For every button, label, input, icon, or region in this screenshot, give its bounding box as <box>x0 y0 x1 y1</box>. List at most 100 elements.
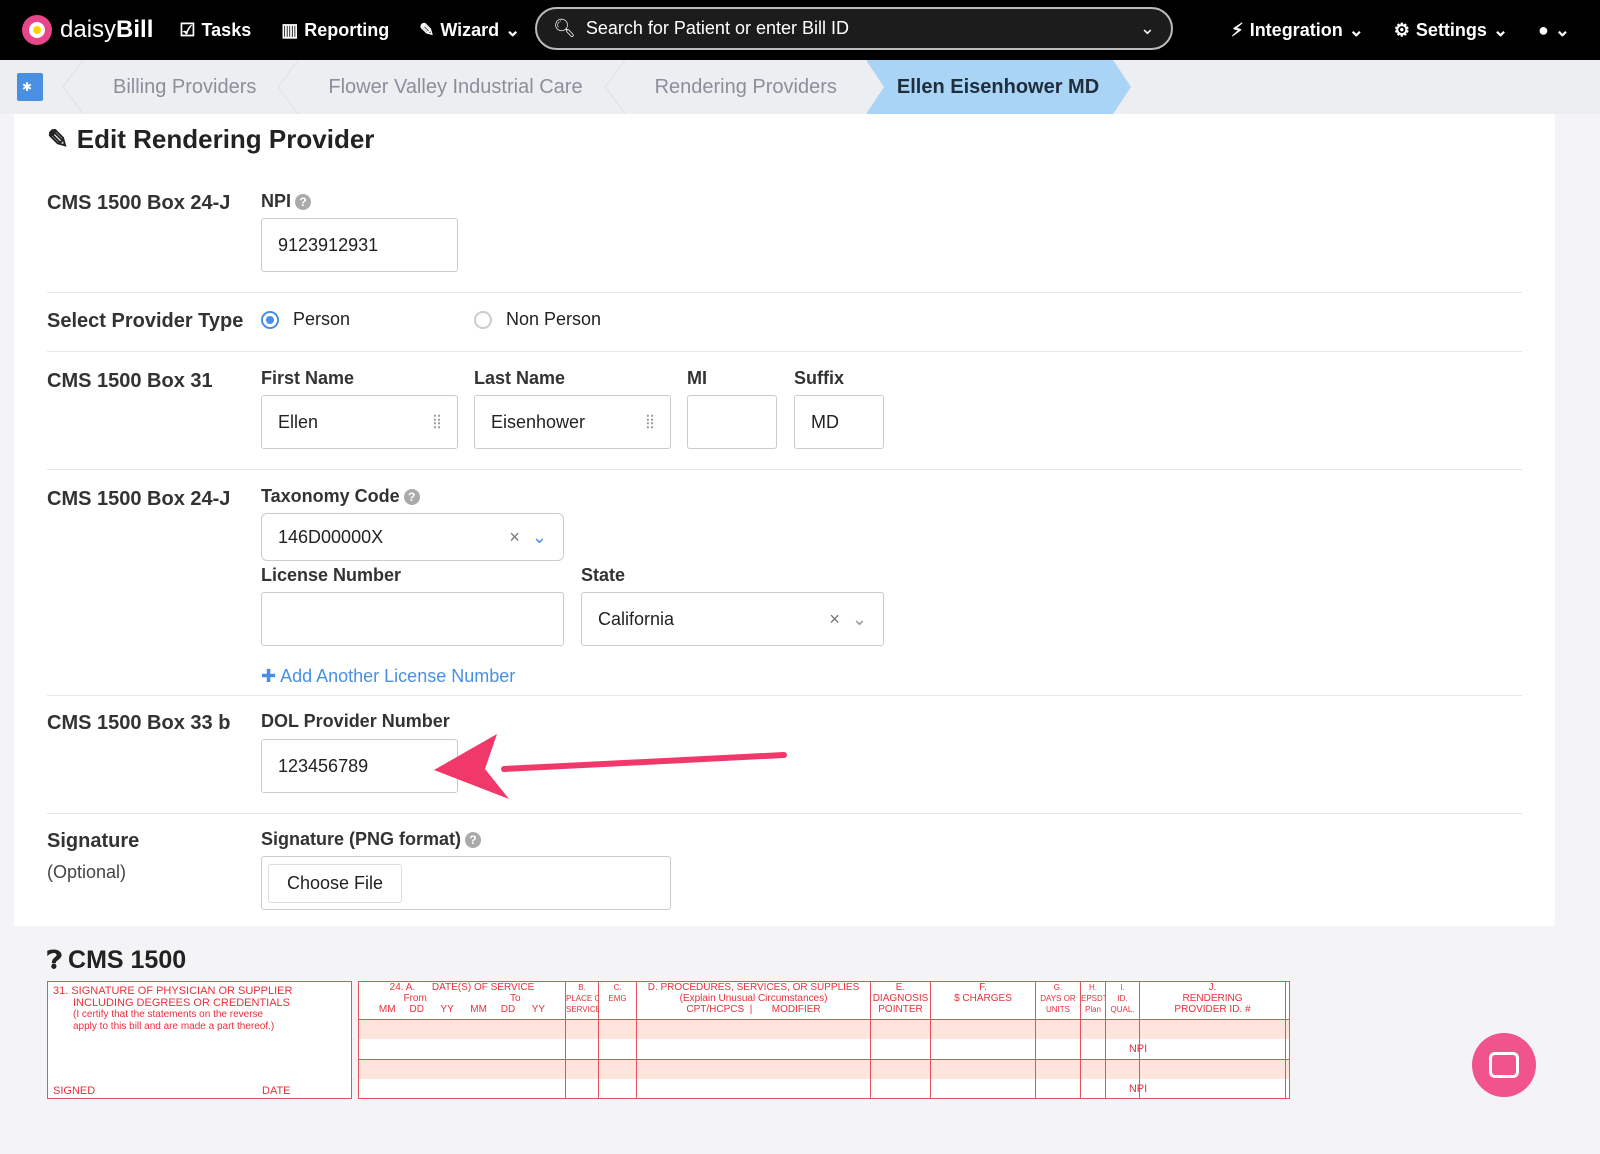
column-header-text: CPT/HCPCS | MODIFIER <box>686 1004 821 1015</box>
last-name-input[interactable]: Eisenhower ⦙⦙ <box>474 395 671 449</box>
column-header-text: POINTER <box>878 1004 923 1015</box>
divider <box>47 695 1522 696</box>
column-header-text: EPSDT Family <box>1081 994 1105 1003</box>
state-select[interactable]: California × ⌄ <box>581 592 884 646</box>
column-header-text: D. PROCEDURES, SERVICES, OR SUPPLIES <box>647 982 860 993</box>
column-header-text: DIAGNOSIS <box>872 993 929 1004</box>
column-header-text: F. <box>979 982 987 993</box>
box31-line: apply to this bill and are made a part t… <box>73 1021 275 1032</box>
bolt-icon: ⚡︎ <box>1231 19 1244 40</box>
mi-input[interactable] <box>687 395 777 449</box>
first-name-input[interactable]: Ellen ⦙⦙ <box>261 395 458 449</box>
logo[interactable]: daisy Bill <box>22 15 153 45</box>
chevron-down-icon: ⌄ <box>1139 18 1155 38</box>
taxonomy-section-label: CMS 1500 Box 24-J <box>47 488 231 510</box>
cms-column-4: E. DIAGNOSIS POINTER <box>871 982 931 1098</box>
cms-column-9: J. RENDERING PROVIDER ID. # <box>1140 982 1286 1098</box>
suffix-label: Suffix <box>794 368 845 388</box>
breadcrumb: ✱ Billing Providers Flower Valley Indust… <box>0 60 1600 114</box>
column-header-text: PLACE OF <box>566 994 598 1003</box>
dol-input[interactable]: 123456789 <box>261 739 458 793</box>
license-label: License Number <box>261 565 402 585</box>
taxonomy-select[interactable]: 146D00000X × ⌄ <box>261 513 564 561</box>
nav-wizard[interactable]: ✎ Wizard ⌄ <box>419 19 521 40</box>
cms-column-2: C. EMG <box>599 982 637 1098</box>
column-header-text: From To <box>403 993 521 1004</box>
chat-icon <box>1489 1052 1519 1078</box>
chevron-down-icon: ⌄ <box>505 19 521 40</box>
npi-qual-label: NPI <box>1128 1083 1148 1095</box>
cms-column-5: F. $ CHARGES <box>931 982 1036 1098</box>
column-header-text: PROVIDER ID. # <box>1174 1004 1251 1015</box>
nav-settings[interactable]: ⚙ Settings ⌄ <box>1393 19 1509 40</box>
daisy-icon <box>22 15 52 45</box>
user-circle-icon: ● <box>1538 19 1549 40</box>
breadcrumb-current: Ellen Eisenhower MD <box>865 60 1132 114</box>
wand-icon: ✎ <box>419 19 435 40</box>
breadcrumb-billing-provider[interactable]: Flower Valley Industrial Care <box>298 60 604 114</box>
cms-column-1: B. PLACE OF SERVICE <box>566 982 599 1098</box>
clear-icon[interactable]: × <box>509 526 520 547</box>
provider-icon[interactable]: ✱ <box>17 73 43 101</box>
row-band <box>359 1059 1289 1079</box>
breadcrumb-separator <box>278 60 299 114</box>
radio-person[interactable]: Person <box>261 309 350 330</box>
breadcrumb-separator <box>63 60 83 114</box>
add-license-link[interactable]: ✚ Add Another License Number <box>261 666 516 686</box>
column-header-text: H. <box>1089 983 1097 992</box>
column-header-text: SERVICE <box>566 1005 598 1014</box>
chevron-down-icon: ⌄ <box>1492 19 1509 40</box>
dol-label: DOL Provider Number <box>261 711 450 731</box>
chat-launcher-button[interactable] <box>1472 1033 1536 1097</box>
cms-column-8: I. ID. QUAL. <box>1106 982 1140 1098</box>
column-header-text: $ CHARGES <box>954 993 1012 1004</box>
state-label: State <box>581 565 626 585</box>
suffix-input[interactable]: MD <box>794 395 884 449</box>
help-icon[interactable]: ? <box>465 832 482 849</box>
nav-reporting[interactable]: ▥ Reporting <box>281 19 390 40</box>
gear-icon: ⚙ <box>1393 19 1410 40</box>
cms-box-31: 31. SIGNATURE OF PHYSICIAN OR SUPPLIER I… <box>47 981 352 1099</box>
help-icon[interactable]: ? <box>403 489 420 506</box>
column-header-text: MM DD YY MM DD YY <box>378 1004 546 1015</box>
license-input[interactable] <box>261 592 564 646</box>
divider <box>47 292 1522 293</box>
choose-file-button[interactable]: Choose File <box>268 863 403 903</box>
cms-service-grid: 24. A. DATE(S) OF SERVICE From To MM DD YY… <box>358 981 1290 1099</box>
row-band <box>359 1019 1289 1039</box>
nav-integration[interactable]: ⚡︎ Integration ⌄ <box>1231 19 1364 40</box>
arrow-annotation <box>434 734 787 799</box>
divider <box>47 351 1522 352</box>
signature-section-label: Signature <box>47 830 140 852</box>
date-label: DATE <box>262 1085 291 1097</box>
chevron-down-icon: ⌄ <box>1554 19 1570 40</box>
clear-icon[interactable]: × <box>829 608 840 629</box>
help-icon[interactable]: ? <box>295 194 312 211</box>
row-line <box>359 1059 1289 1060</box>
cms-column-6: G. DAYS OR UNITS <box>1036 982 1081 1098</box>
npi-qual-label: NPI <box>1128 1043 1148 1055</box>
nav-tasks[interactable]: ☑ Tasks <box>179 19 252 40</box>
plus-icon: ✚ <box>261 666 281 686</box>
radio-unselected-icon <box>474 311 492 330</box>
autofill-icon: ⦙⦙ <box>645 411 654 432</box>
breadcrumb-rendering-providers[interactable]: Rendering Providers <box>625 60 859 114</box>
breadcrumb-billing-providers[interactable]: Billing Providers <box>83 60 278 114</box>
help-circle-icon[interactable]: ❓︎ <box>47 946 63 974</box>
page-title: ✎ Edit Rendering Provider <box>47 124 375 154</box>
radio-non-person[interactable]: Non Person <box>474 309 601 330</box>
user-menu[interactable]: ● ⌄ <box>1538 20 1570 41</box>
column-header-text: E. <box>895 982 906 993</box>
search-input[interactable]: 🔍︎ Search for Patient or enter Bill ID ⌄ <box>535 7 1173 50</box>
mi-label: MI <box>687 368 707 388</box>
chevron-down-icon[interactable]: ⌄ <box>851 608 867 629</box>
column-header-text: DAYS OR <box>1040 994 1076 1003</box>
box33-label: CMS 1500 Box 33 b <box>47 712 231 734</box>
npi-input[interactable]: 9123912931 <box>261 218 458 272</box>
chevron-down-icon[interactable]: ⌄ <box>531 526 547 547</box>
cms-title: ❓︎ CMS 1500 <box>47 946 187 974</box>
column-header-text: G. <box>1053 983 1063 992</box>
edit-form: ✎ Edit Rendering Provider CMS 1500 Box 24… <box>14 114 1555 926</box>
column-header-text: Plan <box>1084 1005 1101 1014</box>
autofill-icon: ⦙⦙ <box>432 411 441 432</box>
